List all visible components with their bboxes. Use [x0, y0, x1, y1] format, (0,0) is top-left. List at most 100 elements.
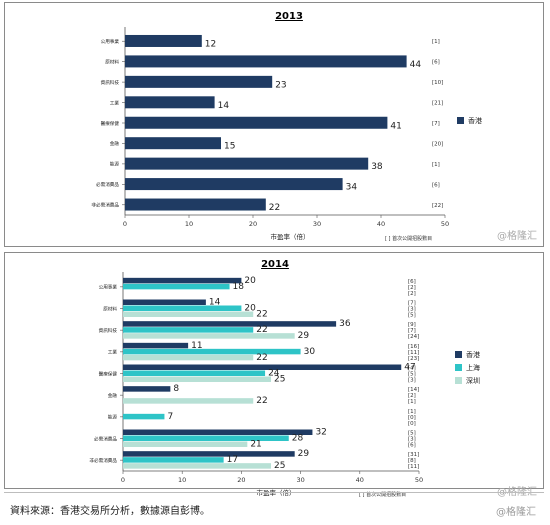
data-label: 29 [298, 331, 310, 341]
ipo-count-label: [2] [408, 393, 416, 399]
ipo-count-label: [1] [408, 409, 416, 415]
ipo-count-label: [2] [408, 291, 416, 297]
x-tick-label: 20 [249, 220, 257, 228]
data-label: 22 [269, 203, 280, 213]
bar [125, 96, 215, 109]
chart-2014-panel: 2014 0 10 20 30 40 50 市盈率（倍）[ ] 首次公開招股數目 公用事業 20 1… [4, 252, 544, 498]
ipo-count-label: [14] [408, 387, 419, 393]
chart-2013: 2013 0 10 20 30 40 50 市盈率（倍） [ ] 首次公開招股數目 公用事業 12 [… [91, 11, 537, 242]
data-label: 22 [256, 310, 267, 320]
ipo-count-label: [9] [408, 322, 416, 328]
bar [123, 354, 254, 361]
data-label: 30 [304, 347, 316, 357]
data-label: 14 [209, 298, 221, 308]
ipo-count-label: [5] [408, 313, 416, 319]
data-label: 14 [218, 101, 230, 111]
bar [123, 429, 313, 435]
data-label: 24 [268, 369, 280, 379]
legend-label: 香港 [468, 116, 482, 125]
ipo-count-label: [20] [432, 141, 443, 147]
bar [123, 376, 271, 382]
x-tick-label: 10 [178, 476, 186, 484]
ipo-count-label: [7] [408, 301, 416, 307]
bar [125, 116, 388, 129]
ipo-count-label: [1] [408, 399, 416, 405]
category-label: 醫療保健 [99, 370, 118, 377]
x-tick-label: 20 [237, 476, 245, 484]
data-label: 12 [205, 39, 216, 49]
ipo-count-label: [1] [432, 39, 440, 45]
bar [123, 451, 295, 457]
bar [125, 55, 407, 68]
x-tick-label: 40 [356, 476, 364, 484]
ipo-count-label: [4] [408, 366, 416, 372]
x-tick-label: 40 [377, 220, 385, 228]
x-tick-label: 50 [441, 220, 449, 228]
legend-label: 深圳 [466, 376, 480, 385]
ipo-count-label: [6] [432, 60, 440, 66]
category-label: 金融 [108, 392, 118, 399]
category-label: 資訊科技 [99, 327, 118, 334]
data-label: 25 [274, 461, 285, 471]
chart-title: 2013 [275, 11, 303, 22]
x-tick-label: 30 [313, 220, 321, 228]
category-label: 能源 [110, 161, 120, 168]
ipo-count-label: [6] [432, 182, 440, 188]
ipo-count-label: [5] [408, 431, 416, 437]
category-label: 工業 [108, 349, 118, 356]
ipo-count-label: [24] [408, 334, 419, 340]
bar [123, 398, 254, 404]
bar [123, 333, 295, 339]
x-tick-label: 0 [121, 476, 125, 484]
bar [123, 277, 242, 284]
ipo-count-label: [8] [408, 458, 416, 464]
data-label: 25 [274, 375, 285, 385]
data-label: 34 [346, 183, 358, 193]
data-label: 21 [250, 440, 261, 450]
data-label: 41 [390, 121, 401, 131]
data-label: 36 [339, 319, 351, 329]
ipo-count-label: [5] [408, 372, 416, 378]
legend-swatch [455, 364, 462, 371]
legend-label: 香港 [466, 350, 480, 359]
category-label: 非必需消費品 [91, 202, 119, 209]
data-label: 38 [371, 162, 383, 172]
bar [123, 386, 171, 392]
ipo-count-note: [ ] 首次公開招股數目 [385, 235, 432, 242]
bar [123, 348, 301, 355]
ipo-count-label: [11] [408, 350, 419, 356]
ipo-count-note: [ ] 首次公開招股數目 [359, 491, 406, 498]
legend-swatch [457, 117, 464, 124]
bar [123, 370, 266, 376]
bar [123, 305, 242, 311]
bar [123, 342, 189, 349]
ipo-count-label: [22] [432, 203, 443, 209]
data-label: 20 [244, 304, 256, 314]
bar [123, 311, 254, 317]
bar [123, 321, 337, 327]
ipo-count-label: [21] [432, 101, 443, 107]
category-label: 原材料 [105, 58, 119, 65]
bar [125, 198, 266, 211]
category-label: 工業 [110, 99, 120, 106]
data-label: 20 [244, 276, 256, 286]
chart-2013-panel: 2013 0 10 20 30 40 50 市盈率（倍） [ ] 首次公開招股數目 公用事業 12 [… [4, 2, 544, 247]
bar [123, 364, 402, 370]
category-label: 資訊科技 [101, 79, 120, 86]
category-label: 原材料 [103, 305, 117, 312]
category-label: 金融 [110, 140, 120, 147]
category-label: 必需消費品 [94, 435, 117, 442]
ipo-count-label: [6] [408, 279, 416, 285]
bar [125, 157, 369, 170]
ipo-count-label: [7] [408, 328, 416, 334]
x-tick-label: 10 [185, 220, 193, 228]
bar [123, 283, 230, 290]
bar [123, 327, 254, 333]
data-label: 23 [275, 80, 286, 90]
data-label: 22 [256, 353, 267, 363]
bar [123, 463, 271, 469]
ipo-count-label: [7] [432, 121, 440, 127]
ipo-count-label: [2] [408, 285, 416, 291]
bar [123, 299, 206, 305]
category-label: 必需消費品 [96, 181, 119, 188]
